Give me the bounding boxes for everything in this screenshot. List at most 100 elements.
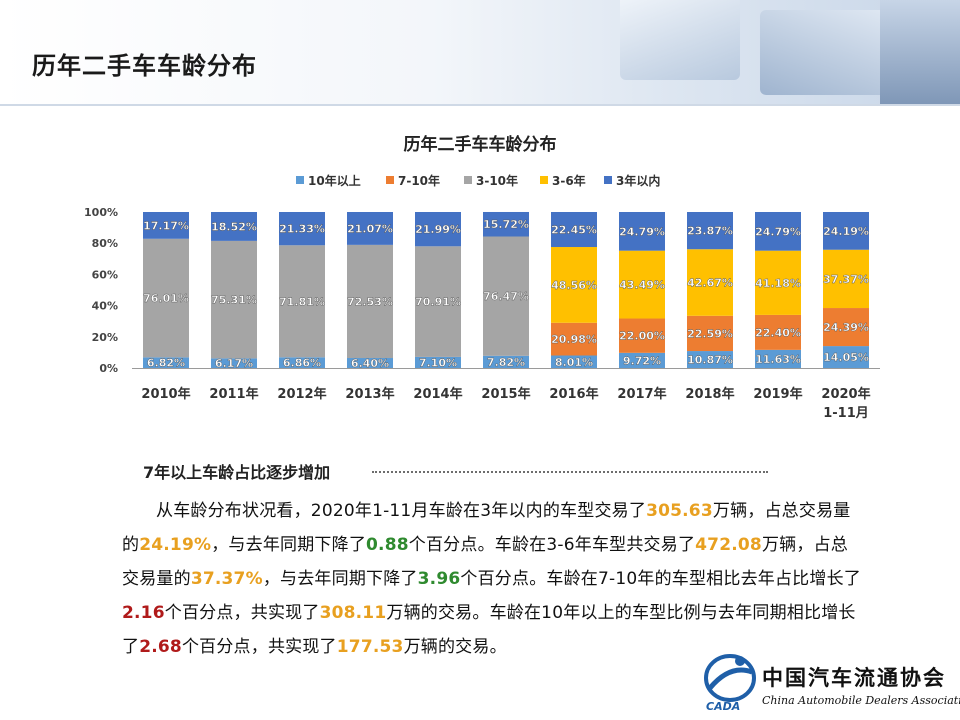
data-label: 24.79% bbox=[619, 225, 665, 238]
data-label: 24.19% bbox=[823, 225, 869, 238]
x-tick-label: 1-11月 bbox=[823, 406, 869, 421]
bar-segment bbox=[687, 212, 733, 250]
data-label: 20.98% bbox=[551, 333, 597, 346]
data-label: 22.45% bbox=[551, 224, 597, 237]
bar-segment bbox=[483, 355, 529, 368]
bar-segment bbox=[347, 244, 393, 359]
para-text: 万辆，占总交易量的 bbox=[122, 501, 851, 555]
data-label: 43.49% bbox=[619, 279, 665, 292]
data-label: 15.72% bbox=[483, 218, 529, 231]
x-tick-label: 2011年 bbox=[209, 386, 258, 402]
x-tick-label: 2010年 bbox=[141, 386, 190, 402]
legend-swatch bbox=[464, 176, 472, 184]
legend-swatch bbox=[296, 176, 304, 184]
para-text: 个百分点，共实现了 bbox=[181, 637, 337, 657]
para-text: 万辆，占总交易量的 bbox=[122, 535, 848, 589]
header-banner: 历年二手车车龄分布 bbox=[0, 0, 960, 104]
bar-segment bbox=[143, 212, 189, 239]
data-label: 21.99% bbox=[415, 223, 461, 236]
bar-segment bbox=[823, 212, 869, 250]
bar-segment bbox=[619, 318, 665, 353]
bar-segment bbox=[551, 322, 597, 356]
para-text: 从车龄分布状况看，2020年1-11月车龄在3年以内的车型交易了 bbox=[156, 501, 647, 521]
bar-segment bbox=[483, 236, 529, 356]
logo-abbr: CADA bbox=[706, 700, 740, 713]
data-label: 6.17% bbox=[215, 357, 253, 370]
data-label: 41.18% bbox=[755, 277, 801, 290]
data-label: 42.67% bbox=[687, 277, 733, 290]
bar-segment bbox=[347, 358, 393, 368]
x-tick-label: 2018年 bbox=[685, 386, 734, 402]
x-tick-label: 2019年 bbox=[753, 386, 802, 402]
header-divider bbox=[0, 104, 960, 106]
data-label: 24.39% bbox=[823, 321, 869, 334]
bar-segment bbox=[211, 212, 257, 241]
para-value: 308.11 bbox=[319, 603, 387, 623]
bar-segment bbox=[619, 250, 665, 319]
para-text: 个百分点，共实现了 bbox=[164, 603, 320, 623]
page-title: 历年二手车车龄分布 bbox=[32, 52, 257, 80]
x-tick-label: 2016年 bbox=[549, 386, 598, 402]
para-value: 3.96 bbox=[417, 569, 461, 589]
legend-swatch bbox=[604, 176, 612, 184]
data-label: 11.63% bbox=[755, 353, 801, 366]
x-tick-label: 2017年 bbox=[617, 386, 666, 402]
y-tick-label: 20% bbox=[92, 331, 118, 344]
data-label: 7.10% bbox=[419, 356, 457, 369]
legend-label: 7-10年 bbox=[398, 173, 440, 188]
para-value: 177.53 bbox=[336, 637, 404, 657]
bar-segment bbox=[279, 357, 325, 368]
data-label: 6.86% bbox=[283, 357, 321, 370]
bar-segment bbox=[415, 246, 461, 357]
data-label: 76.01% bbox=[143, 292, 189, 305]
bar-segment bbox=[755, 250, 801, 315]
data-label: 72.53% bbox=[347, 295, 393, 308]
data-label: 6.82% bbox=[147, 357, 185, 370]
bar-segment bbox=[687, 351, 733, 368]
bar-segment bbox=[619, 352, 665, 368]
data-label: 14.05% bbox=[823, 351, 869, 364]
data-label: 17.17% bbox=[143, 219, 189, 232]
bar-segment bbox=[823, 346, 869, 368]
data-label: 48.56% bbox=[551, 279, 597, 292]
data-label: 22.59% bbox=[687, 327, 733, 340]
bar-segment bbox=[415, 212, 461, 247]
para-text: ，与去年同期下降了 bbox=[211, 535, 367, 555]
data-label: 22.40% bbox=[755, 326, 801, 339]
bar-segment bbox=[755, 349, 801, 368]
data-label: 23.87% bbox=[687, 225, 733, 238]
y-tick-label: 60% bbox=[92, 268, 118, 281]
data-label: 21.33% bbox=[279, 223, 325, 236]
logo-english-name: China Automobile Dealers Association bbox=[762, 694, 960, 707]
legend-swatch bbox=[540, 176, 548, 184]
bar-segment bbox=[551, 355, 597, 368]
bar-segment bbox=[347, 212, 393, 245]
bar-segment bbox=[823, 308, 869, 347]
bar-segment bbox=[687, 315, 733, 352]
para-value: 472.08 bbox=[695, 535, 762, 555]
data-label: 37.37% bbox=[823, 273, 869, 286]
legend-label: 3-6年 bbox=[552, 173, 586, 188]
x-tick-label: 2014年 bbox=[413, 386, 462, 402]
para-value: 2.16 bbox=[122, 603, 165, 623]
cada-logo: CADA 中国汽车流通协会 China Automobile Dealers A… bbox=[700, 650, 960, 720]
data-label: 75.31% bbox=[211, 294, 257, 307]
data-label: 6.40% bbox=[351, 357, 389, 370]
para-value: 24.19% bbox=[139, 535, 212, 555]
bar-segment bbox=[143, 357, 189, 368]
legend-label: 3-10年 bbox=[476, 173, 518, 188]
section-dotted-rule bbox=[372, 471, 768, 473]
bar-segment bbox=[279, 212, 325, 246]
data-label: 22.00% bbox=[619, 330, 665, 343]
y-tick-label: 80% bbox=[92, 237, 118, 250]
data-label: 9.72% bbox=[623, 354, 661, 367]
para-text: 个百分点。车龄在7-10年的车型相比去年占比增长了 bbox=[460, 569, 861, 589]
data-label: 21.07% bbox=[347, 222, 393, 235]
header-decoration bbox=[620, 0, 740, 80]
bar-segment bbox=[279, 245, 325, 358]
bar-segment bbox=[551, 247, 597, 323]
data-label: 71.81% bbox=[279, 295, 325, 308]
data-label: 70.91% bbox=[415, 296, 461, 309]
chart-title: 历年二手车车龄分布 bbox=[404, 134, 557, 155]
bar-segment bbox=[483, 211, 529, 237]
